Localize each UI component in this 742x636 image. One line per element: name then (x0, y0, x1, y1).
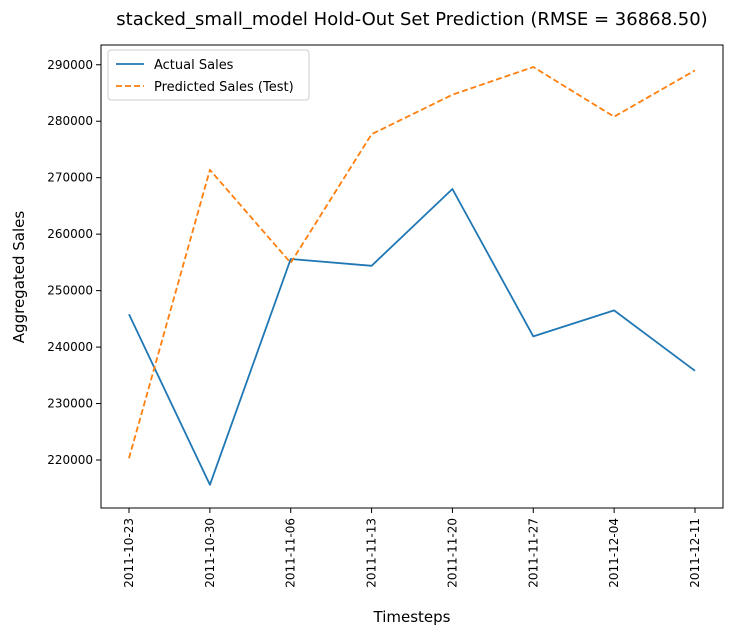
plot-frame (100, 44, 724, 509)
legend-label-actual-sales: Actual Sales (154, 58, 234, 73)
y-axis-ticks: 220000 230000 240000 250000 260000 270000 2800… (47, 58, 101, 467)
y-tick-label: 260000 (47, 227, 93, 241)
x-tick-label: 2011-11-20 (445, 518, 459, 588)
y-axis-label: Aggregated Sales (10, 211, 28, 344)
x-tick-label: 2011-10-30 (203, 518, 217, 588)
x-tick-label: 2011-11-06 (284, 518, 298, 588)
y-tick-label: 240000 (47, 340, 93, 354)
chart-title: stacked_small_model Hold-Out Set Predict… (116, 9, 707, 30)
y-tick-label: 290000 (47, 58, 93, 72)
x-tick-label: 2011-10-23 (122, 518, 136, 588)
actual-sales-line (128, 188, 696, 486)
y-tick-label: 220000 (47, 453, 93, 467)
legend-label-predicted-sales: Predicted Sales (Test) (154, 80, 294, 95)
x-tick-label: 2011-11-13 (365, 518, 379, 588)
x-axis-ticks: 2011-10-23 2011-10-30 2011-11-06 2011-11-13… (122, 508, 702, 588)
legend-box (107, 49, 310, 101)
predicted-sales-line (128, 66, 696, 459)
x-tick-label: 2011-11-27 (526, 518, 540, 588)
y-tick-label: 250000 (47, 284, 93, 298)
x-axis-label: Timesteps (373, 608, 451, 626)
x-tick-label: 2011-12-04 (607, 518, 621, 588)
x-tick-label: 2011-12-11 (688, 518, 702, 588)
y-tick-label: 230000 (47, 397, 93, 411)
y-tick-label: 280000 (47, 114, 93, 128)
y-tick-label: 270000 (47, 171, 93, 185)
legend: Actual Sales Predicted Sales (Test) (107, 49, 310, 101)
series-layer (128, 66, 696, 486)
